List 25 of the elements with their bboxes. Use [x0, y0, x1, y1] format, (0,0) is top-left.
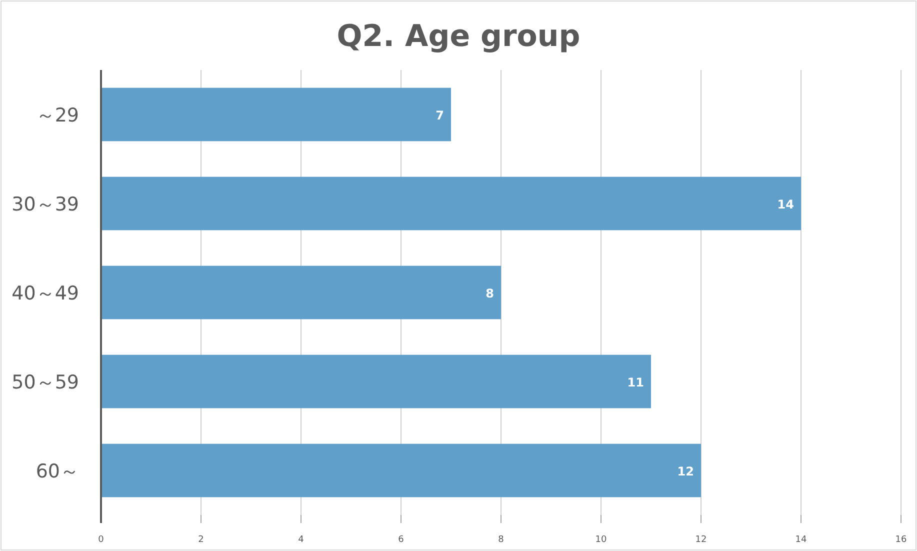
bar — [101, 354, 651, 408]
y-tick-label: 60～ — [36, 460, 79, 482]
x-tick-label: 0 — [98, 535, 104, 545]
data-label: 12 — [677, 464, 694, 478]
y-tick-label: 40～49 — [12, 282, 79, 304]
data-label: 11 — [627, 376, 644, 390]
x-tick-label: 16 — [895, 535, 907, 545]
chart-title: Q2. Age group — [336, 19, 580, 54]
y-tick-label: ～29 — [36, 104, 79, 126]
x-tick-label: 14 — [795, 535, 807, 545]
x-tick-label: 4 — [298, 535, 304, 545]
bar — [101, 88, 451, 142]
data-label: 14 — [777, 198, 794, 212]
data-label: 7 — [436, 108, 444, 122]
y-tick-label: 50～59 — [12, 372, 79, 394]
bar — [101, 266, 501, 320]
x-tick-label: 6 — [398, 535, 404, 545]
x-tick-label: 8 — [498, 535, 504, 545]
x-tick-label: 12 — [695, 535, 707, 545]
data-label: 8 — [486, 286, 494, 300]
bar — [101, 444, 701, 498]
x-tick-label: 2 — [198, 535, 204, 545]
bar — [101, 176, 801, 230]
x-tick-label: 10 — [595, 535, 607, 545]
y-tick-label: 30～39 — [12, 194, 79, 216]
